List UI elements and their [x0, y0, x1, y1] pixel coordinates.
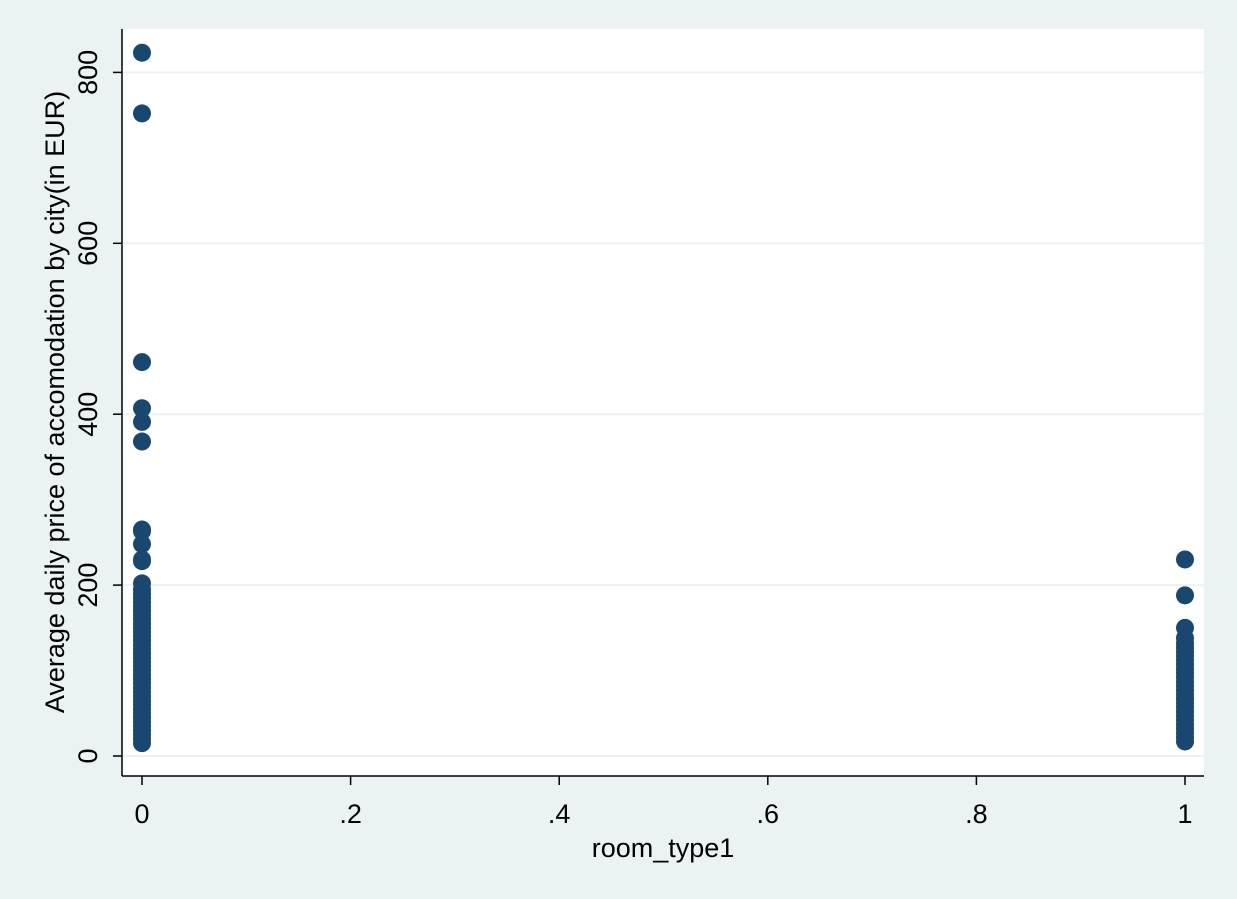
x-tick-label: .8: [965, 799, 988, 829]
axes: [121, 29, 1204, 777]
data-point: [1176, 732, 1194, 751]
data-point: [133, 353, 151, 372]
data-point: [1176, 550, 1194, 569]
data-point: [133, 522, 151, 541]
x-tick-label: .2: [339, 799, 362, 829]
plot-area: [122, 29, 1204, 776]
data-point: [133, 104, 151, 123]
x-tick-label: .6: [757, 799, 780, 829]
data-point: [133, 535, 151, 554]
y-tick-label: 400: [73, 392, 103, 437]
y-axis-ticks: 0 200 400 600 800: [73, 50, 122, 764]
x-axis-title: room_type1: [592, 833, 735, 863]
data-point: [1176, 586, 1194, 605]
data-point: [133, 399, 151, 418]
data-points: [133, 43, 1194, 753]
x-tick-label: 1: [1177, 799, 1192, 829]
y-tick-label: 200: [73, 563, 103, 608]
x-tick-label: .4: [548, 799, 571, 829]
y-tick-label: 0: [73, 748, 103, 763]
data-point: [133, 412, 151, 431]
x-axis-ticks: 0 .2 .4 .6 .8 1: [134, 776, 1193, 829]
y-tick-label: 600: [73, 221, 103, 266]
gridlines: [122, 71, 1204, 757]
data-point: [133, 552, 151, 571]
y-axis-title: Average daily price of accomodation by c…: [40, 91, 70, 713]
data-point: [133, 432, 151, 451]
data-point: [133, 734, 151, 753]
data-point: [133, 43, 151, 62]
x-tick-label: 0: [134, 799, 149, 829]
y-tick-label: 800: [73, 50, 103, 95]
